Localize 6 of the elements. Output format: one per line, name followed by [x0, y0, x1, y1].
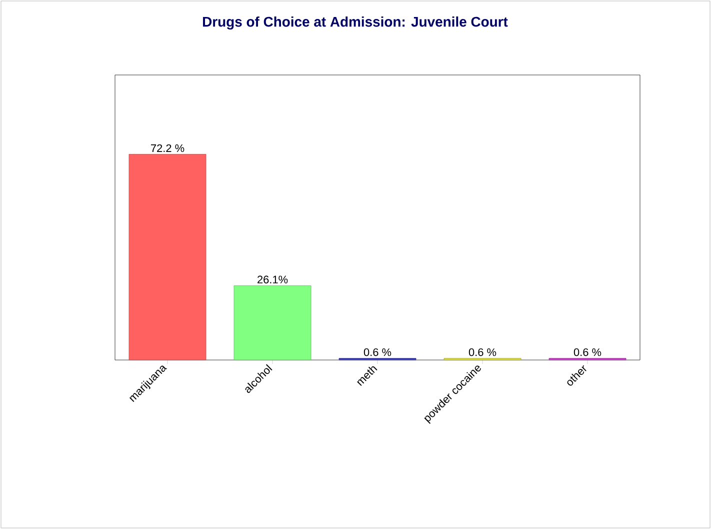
data-label: 72.2 %: [151, 144, 184, 152]
data-label: 0.6 %: [468, 348, 496, 356]
chart-title: Drugs of Choice at Admission: Juvenile Court: [203, 16, 508, 30]
data-label: 26.1%: [258, 276, 288, 284]
data-label: 0.6 %: [574, 348, 602, 356]
data-label: 0.6 %: [364, 348, 392, 356]
